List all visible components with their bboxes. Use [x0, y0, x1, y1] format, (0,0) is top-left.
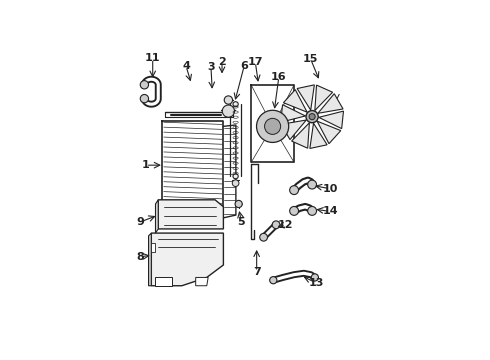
Polygon shape [196, 278, 208, 286]
Polygon shape [158, 200, 223, 229]
Text: 12: 12 [278, 220, 294, 230]
Circle shape [306, 111, 318, 123]
Circle shape [140, 81, 148, 89]
Polygon shape [281, 120, 306, 140]
Circle shape [308, 180, 317, 189]
Text: 11: 11 [145, 53, 160, 63]
Circle shape [290, 186, 298, 194]
Text: 1: 1 [142, 160, 149, 170]
Circle shape [272, 221, 280, 229]
Polygon shape [297, 85, 315, 110]
Text: 2: 2 [218, 57, 226, 67]
Circle shape [257, 110, 289, 143]
Circle shape [309, 114, 315, 120]
Text: 15: 15 [303, 54, 318, 64]
Circle shape [224, 96, 233, 104]
Ellipse shape [233, 174, 238, 179]
Text: 4: 4 [182, 61, 190, 71]
Polygon shape [148, 233, 151, 286]
Text: 8: 8 [136, 252, 144, 262]
Circle shape [311, 274, 318, 281]
Text: 3: 3 [207, 62, 215, 72]
Ellipse shape [233, 102, 238, 107]
Polygon shape [319, 111, 343, 129]
Circle shape [235, 201, 242, 208]
Text: 10: 10 [322, 184, 338, 194]
Polygon shape [318, 94, 343, 113]
Text: 9: 9 [136, 217, 144, 227]
Polygon shape [151, 233, 223, 286]
Polygon shape [155, 278, 172, 286]
Polygon shape [155, 200, 158, 233]
Polygon shape [292, 123, 309, 148]
Text: 7: 7 [253, 267, 261, 277]
Text: 14: 14 [322, 207, 338, 216]
Text: 17: 17 [247, 57, 263, 67]
Text: 16: 16 [271, 72, 287, 82]
Polygon shape [281, 105, 305, 122]
Text: 13: 13 [309, 278, 324, 288]
Polygon shape [151, 243, 155, 252]
Text: 5: 5 [238, 217, 245, 227]
Polygon shape [283, 90, 307, 112]
Circle shape [140, 94, 148, 103]
Polygon shape [317, 121, 341, 144]
Polygon shape [310, 123, 327, 148]
Circle shape [232, 180, 239, 186]
Circle shape [290, 207, 298, 215]
Polygon shape [315, 85, 333, 111]
Circle shape [260, 233, 268, 241]
Text: 6: 6 [240, 61, 248, 71]
Circle shape [222, 105, 235, 117]
Circle shape [270, 276, 277, 284]
Circle shape [265, 118, 281, 134]
Circle shape [308, 207, 317, 215]
